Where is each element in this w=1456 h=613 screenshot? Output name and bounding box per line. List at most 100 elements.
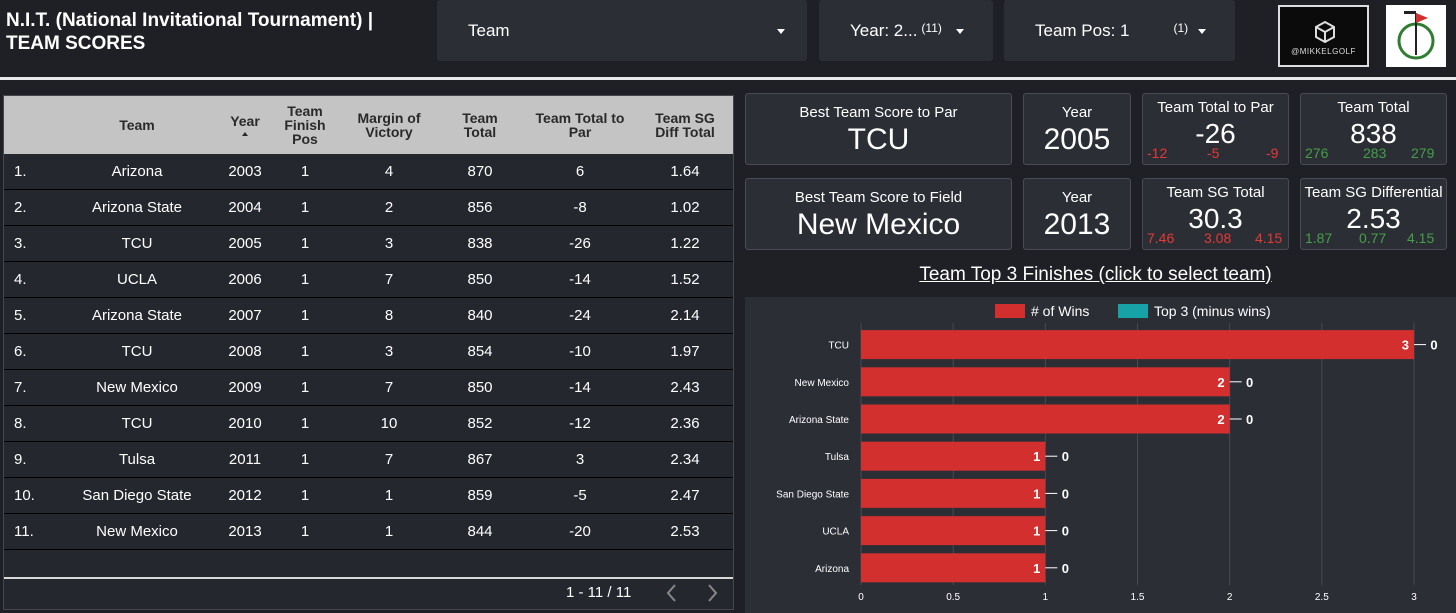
card-label: Best Team Score to Par — [799, 104, 958, 121]
bar-value-label: 1 — [1033, 449, 1040, 464]
table-row[interactable]: 8. TCU 2010 1 10 852 -12 2.36 — [4, 406, 733, 442]
round1-value: 276 — [1305, 145, 1329, 161]
x-tick-label: 3 — [1411, 592, 1417, 603]
card-value: 2013 — [1043, 208, 1111, 241]
team-cell: Arizona State — [91, 199, 183, 216]
col-sg-diff[interactable]: Team SG Diff Total — [655, 110, 715, 140]
bar-wins — [861, 516, 1046, 546]
year-filter-dropdown[interactable]: Year: 2... (11) — [819, 0, 993, 61]
sg-diff-cell: 1.52 — [670, 271, 700, 288]
col-team-total[interactable]: Team Total — [462, 110, 498, 140]
team-cell: Tulsa — [118, 451, 156, 468]
team-filter-dropdown[interactable]: Team — [437, 0, 807, 61]
year-cell: 2012 — [228, 487, 262, 504]
pagination-label: 1 - 11 / 11 — [566, 584, 632, 601]
total-to-par-cell: 3 — [575, 451, 585, 468]
team-cell: TCU — [121, 415, 153, 432]
team-sg-differential-card: Team SG Differential 2.53 1.87 0.77 4.15 — [1300, 178, 1447, 250]
finish-pos-cell: 1 — [300, 487, 310, 504]
bar-value-label: 1 — [1033, 561, 1040, 576]
team-pos-filter-dropdown[interactable]: Team Pos: 1 (1) — [1004, 0, 1235, 61]
header-divider — [0, 77, 1456, 80]
margin-cell: 4 — [384, 163, 394, 180]
col-margin[interactable]: Margin of Victory — [357, 110, 421, 140]
tournament-logo — [1386, 5, 1446, 67]
year-cell: 2005 — [228, 235, 262, 252]
year-filter-label: Year: 2... — [850, 20, 918, 40]
card-value: New Mexico — [796, 208, 961, 241]
team-total-cell: 850 — [467, 271, 493, 288]
mikkelgolf-logo[interactable]: @MIKKELGOLF — [1278, 5, 1369, 67]
team-pos-filter-label: Team Pos: 1 — [1035, 20, 1130, 40]
legend-label-wins: # of Wins — [1031, 303, 1089, 319]
margin-cell: 10 — [380, 415, 398, 432]
chart-title[interactable]: Team Top 3 Finishes (click to select tea… — [919, 264, 1272, 285]
sg-diff-cell: 2.34 — [670, 451, 700, 468]
total-to-par-cell: -20 — [569, 523, 591, 540]
chevron-down-icon — [956, 29, 964, 34]
finish-pos-cell: 1 — [300, 379, 310, 396]
col-finish-pos[interactable]: Team Finish Pos — [284, 103, 326, 147]
table-row[interactable]: 5. Arizona State 2007 1 8 840 -24 2.14 — [4, 298, 733, 334]
year-cell: 2006 — [228, 271, 262, 288]
team-pos-filter-count: (1) — [1173, 20, 1189, 35]
sg-diff-cell: 2.14 — [670, 307, 700, 324]
finish-pos-cell: 1 — [300, 199, 310, 216]
table-row[interactable]: 9. Tulsa 2011 1 7 867 3 2.34 — [4, 442, 733, 478]
total-to-par-cell: -8 — [573, 199, 587, 216]
finish-pos-cell: 1 — [300, 415, 310, 432]
legend-swatch-wins — [995, 304, 1025, 318]
table-row[interactable]: 10. San Diego State 2012 1 1 859 -5 2.47 — [4, 478, 733, 514]
team-cell: TCU — [121, 343, 153, 360]
margin-cell: 7 — [384, 271, 394, 288]
flag-logo-icon — [1397, 11, 1435, 60]
team-total-cell: 850 — [467, 379, 493, 396]
page-title: N.I.T. (National Invitational Tournament… — [6, 9, 373, 55]
table-footer-divider — [4, 577, 733, 579]
round2-value: 0.77 — [1359, 230, 1387, 246]
table-row[interactable]: 11. New Mexico 2013 1 1 844 -20 2.53 — [4, 514, 733, 550]
card-label: Best Team Score to Field — [794, 189, 963, 206]
total-to-par-cell: -24 — [569, 307, 591, 324]
bar-value-label: 2 — [1217, 412, 1224, 427]
table-row[interactable]: 1. Arizona 2003 1 4 870 6 1.64 — [4, 154, 733, 190]
table-row[interactable]: 6. TCU 2008 1 3 854 -10 1.97 — [4, 334, 733, 370]
row-number: 5. — [14, 307, 27, 324]
legend-swatch-top3 — [1118, 304, 1148, 318]
finish-pos-cell: 1 — [300, 523, 310, 540]
card-value: 2.53 — [1346, 203, 1401, 234]
team-sg-total-card: Team SG Total 30.3 7.46 3.08 4.15 — [1142, 178, 1289, 250]
total-to-par-cell: -10 — [569, 343, 591, 360]
table-row[interactable]: 3. TCU 2005 1 3 838 -26 1.22 — [4, 226, 733, 262]
table-row[interactable]: 7. New Mexico 2009 1 7 850 -14 2.43 — [4, 370, 733, 406]
team-total-to-par-card: Team Total to Par -26 -12 -5 -9 — [1142, 93, 1289, 165]
team-total-cell: 856 — [467, 199, 493, 216]
category-label: Tulsa — [825, 452, 850, 463]
chart-svg: 0 0.5 1 1.5 2 2.5 3 # of Wins Top 3 (minus wins)… — [776, 303, 1437, 603]
table-row[interactable]: 2. Arizona State 2004 1 2 856 -8 1.02 — [4, 190, 733, 226]
logo-text: @MIKKELGOLF — [1291, 47, 1356, 56]
round2-value: -5 — [1207, 145, 1220, 161]
category-label: Arizona State — [789, 415, 849, 426]
round1-value: 7.46 — [1147, 230, 1175, 246]
year-cell: 2008 — [228, 343, 262, 360]
col-year[interactable]: Year — [218, 96, 272, 154]
bar-top3-value-label: 0 — [1062, 561, 1069, 576]
row-number: 6. — [14, 343, 27, 360]
team-cell: TCU — [121, 235, 153, 252]
year-cell: 2003 — [228, 163, 262, 180]
bar-wins — [861, 478, 1046, 508]
team-cell: New Mexico — [96, 379, 178, 396]
chevron-right-icon[interactable] — [702, 582, 722, 604]
year-field-card: Year 2013 — [1023, 178, 1131, 250]
col-team[interactable]: Team — [119, 117, 155, 133]
round2-value: 283 — [1363, 145, 1387, 161]
x-tick-label: 2.5 — [1315, 592, 1329, 603]
margin-cell: 2 — [384, 199, 394, 216]
chevron-left-icon[interactable] — [662, 582, 682, 604]
bar-wins — [861, 441, 1046, 471]
round1-value: -12 — [1147, 145, 1168, 161]
col-total-to-par[interactable]: Team Total to Par — [535, 110, 625, 140]
x-tick-label: 2 — [1227, 592, 1233, 603]
table-row[interactable]: 4. UCLA 2006 1 7 850 -14 1.52 — [4, 262, 733, 298]
